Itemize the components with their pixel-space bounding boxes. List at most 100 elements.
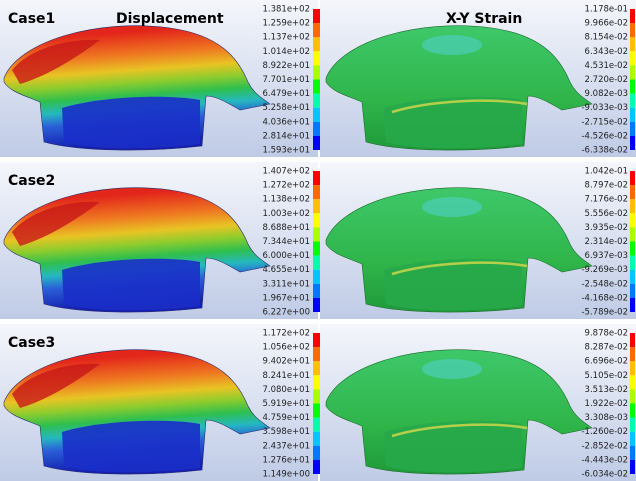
legend-label: 8.922e+01: [262, 61, 310, 71]
legend-color: [313, 389, 320, 403]
legend-label: 7.344e+01: [262, 237, 310, 247]
legend-label: 1.137e+02: [262, 33, 310, 43]
legend-label: 2.814e+01: [262, 131, 310, 141]
legend-color: [313, 108, 320, 122]
legend-label: -9.269e-03: [581, 265, 628, 275]
legend-label: 8.154e-02: [585, 33, 628, 43]
case-label: Case3: [8, 335, 55, 351]
legend-color: [630, 199, 635, 213]
strain-patch: [422, 359, 482, 379]
legend-label: 6.343e-02: [585, 47, 628, 57]
legend-color: [313, 432, 320, 446]
legend-label: 1.014e+02: [262, 47, 310, 57]
legend-color: [630, 136, 635, 150]
legend-color: [313, 333, 320, 347]
legend-label: -2.548e-02: [581, 279, 628, 289]
legend-color: [313, 213, 320, 227]
legend-color: [313, 199, 320, 213]
legend-color: [630, 185, 635, 199]
legend-label: 9.878e-02: [585, 329, 628, 339]
legend-label: 4.655e+01: [262, 265, 310, 275]
legend-color: [313, 256, 320, 270]
legend-color: [313, 23, 320, 37]
legend-color: [313, 284, 320, 298]
legend-color: [630, 256, 635, 270]
shell-underside: [62, 97, 200, 149]
legend-label: 2.720e-02: [585, 75, 628, 85]
legend-label: 1.272e+02: [262, 181, 310, 191]
shell-underside: [62, 259, 200, 311]
legend-label: 2.437e+01: [262, 441, 310, 451]
legend-color: [630, 284, 635, 298]
legend-color: [313, 136, 320, 150]
shell-underside: [384, 259, 522, 311]
legend-color: [313, 375, 320, 389]
legend-label: 1.276e+01: [262, 455, 310, 465]
legend-label: -6.338e-02: [581, 146, 628, 156]
legend-label: 1.593e+01: [262, 146, 310, 156]
legend-label: -5.789e-02: [581, 308, 628, 318]
legend-label: -2.715e-02: [581, 117, 628, 127]
legend-color: [630, 51, 635, 65]
legend-label: 1.003e+02: [262, 209, 310, 219]
legend-label: 1.056e+02: [262, 343, 310, 353]
legend-label: -6.034e-02: [581, 470, 628, 480]
legend-color: [630, 333, 635, 347]
legend-color: [630, 361, 635, 375]
legend-color: [630, 347, 635, 361]
legend-label: 7.701e+01: [262, 75, 310, 85]
legend-label: 4.531e-02: [585, 61, 628, 71]
legend-label: 6.937e-03: [585, 251, 628, 261]
legend-label: 5.919e+01: [262, 399, 310, 409]
legend-label: 1.922e-02: [585, 399, 628, 409]
legend-color: [630, 298, 635, 312]
legend-label: 5.105e-02: [585, 371, 628, 381]
legend-color: [313, 94, 320, 108]
legend-label: 3.513e-02: [585, 385, 628, 395]
legend-label: 9.966e-02: [585, 19, 628, 29]
legend-label: -9.033e-03: [581, 103, 628, 113]
legend-color: [313, 227, 320, 241]
legend-label: 8.688e+01: [262, 223, 310, 233]
legend-color: [630, 389, 635, 403]
legend-color: [630, 460, 635, 474]
legend-color: [630, 227, 635, 241]
legend-label: 2.314e-02: [585, 237, 628, 247]
legend-color: [630, 404, 635, 418]
panel-title: Displacement: [116, 11, 224, 27]
case-row: Case21.407e+021.272e+021.138e+021.003e+0…: [0, 162, 636, 319]
legend-color: [630, 270, 635, 284]
legend-color: [313, 270, 320, 284]
legend-label: 1.172e+02: [262, 329, 310, 339]
legend-color: [630, 65, 635, 79]
legend-color: [630, 213, 635, 227]
legend-color: [313, 298, 320, 312]
legend-color: [630, 418, 635, 432]
legend-label: 1.178e-01: [585, 5, 628, 15]
legend-color: [313, 404, 320, 418]
legend-label: 9.402e+01: [262, 357, 310, 367]
legend-label: 1.149e+00: [262, 470, 310, 480]
legend-label: 3.935e-02: [585, 223, 628, 233]
legend-color: [313, 80, 320, 94]
legend-label: 9.082e-03: [585, 89, 628, 99]
legend-label: 8.797e-02: [585, 181, 628, 191]
legend-label: 6.479e+01: [262, 89, 310, 99]
legend-label: 6.227e+00: [262, 308, 310, 318]
legend-label: 5.258e+01: [262, 103, 310, 113]
legend-label: 1.042e-01: [585, 167, 628, 177]
strain-patch: [422, 35, 482, 55]
legend-color: [630, 23, 635, 37]
legend-color: [630, 242, 635, 256]
legend-label: 3.311e+01: [262, 279, 310, 289]
legend-label: 1.407e+02: [262, 167, 310, 177]
figure: Case1DisplacementX-Y Strain1.381e+021.25…: [0, 0, 636, 481]
legend-color: [313, 65, 320, 79]
legend-color: [630, 171, 635, 185]
legend-label: 6.000e+01: [262, 251, 310, 261]
strain-patch: [422, 197, 482, 217]
legend-label: 8.241e+01: [262, 371, 310, 381]
legend-color: [630, 9, 635, 23]
legend-label: -1.260e-02: [581, 427, 628, 437]
